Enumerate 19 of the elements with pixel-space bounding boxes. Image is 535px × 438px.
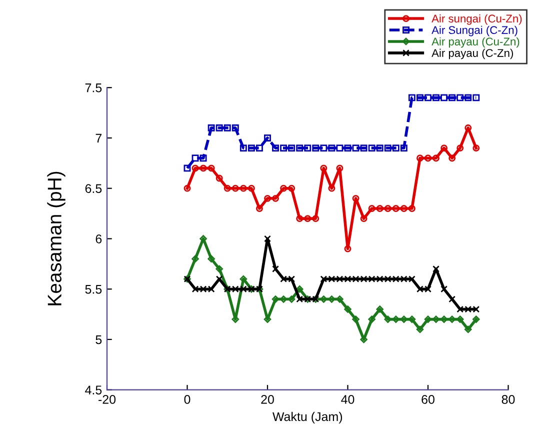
legend-label: Air Sungai (C-Zn) bbox=[432, 26, 518, 36]
y-tick-label: 6 bbox=[96, 234, 102, 244]
y-tick-label: 5 bbox=[96, 335, 102, 344]
legend-label: Air sungai (Cu-Zn) bbox=[432, 14, 522, 25]
legend-label: Air payau (Cu-Zn) bbox=[432, 37, 520, 48]
y-tick-label: 7.5 bbox=[85, 84, 102, 92]
y-tick-label: 7 bbox=[96, 134, 102, 142]
y-tick-label: 6.5 bbox=[85, 184, 102, 193]
x-tick-label: 0 bbox=[184, 395, 190, 404]
legend-label: Air payau (C-Zn) bbox=[432, 48, 513, 60]
x-tick-label: 40 bbox=[341, 395, 354, 404]
x-tick-label: -20 bbox=[98, 395, 116, 404]
x-tick-label: 80 bbox=[502, 395, 515, 404]
y-tick-label: 4.5 bbox=[85, 386, 102, 394]
x-tick-label: 20 bbox=[261, 395, 274, 404]
y-tick-label: 5.5 bbox=[85, 285, 102, 294]
x-axis-title: Waktu (Jam) bbox=[272, 412, 342, 424]
x-tick-label: 60 bbox=[422, 395, 434, 404]
y-axis-title: Keasaman (pH) bbox=[47, 172, 66, 306]
